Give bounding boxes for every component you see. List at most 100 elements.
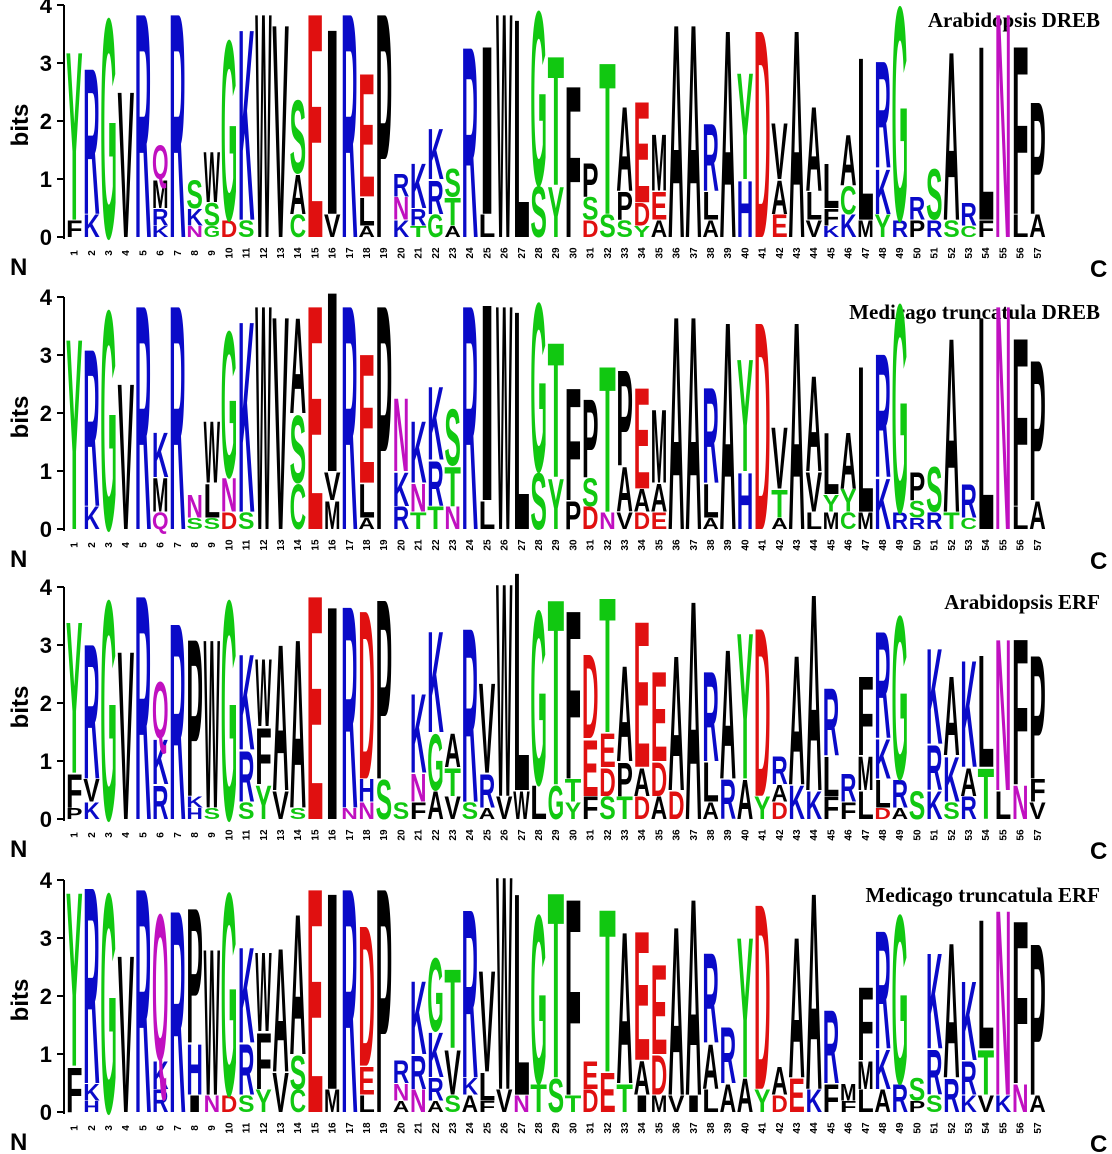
residue-glyph: L: [995, 784, 1012, 829]
position-number: 38: [706, 539, 717, 551]
y-tick-label: 4: [40, 868, 53, 893]
y-tick-label: 3: [40, 926, 52, 951]
position-number: 53: [964, 247, 975, 259]
logo-column: YFW 12: [255, 639, 272, 841]
residue-glyph: R: [892, 215, 909, 242]
logo-column: E15: [307, 529, 324, 889]
residue-glyph: T: [599, 861, 616, 1122]
residue-glyph: K: [152, 223, 169, 241]
position-number: 13: [276, 829, 287, 841]
residue-glyph: K: [186, 204, 203, 231]
position-number: 12: [259, 1122, 270, 1134]
residue-glyph: Y: [754, 791, 771, 827]
residue-glyph: K: [874, 156, 891, 228]
position-number: 2: [87, 250, 98, 256]
residue-glyph: P: [1029, 319, 1046, 544]
residue-glyph: R: [393, 1054, 410, 1090]
logo-column: R5: [135, 821, 152, 1154]
residue-glyph: I: [324, 238, 341, 526]
residue-glyph: A: [358, 223, 375, 241]
position-number: 12: [259, 247, 270, 259]
residue-glyph: P: [909, 1098, 926, 1116]
residue-glyph: R: [926, 733, 943, 805]
position-number: 33: [620, 829, 631, 841]
residue-glyph: R: [702, 358, 719, 511]
residue-glyph: G: [100, 535, 117, 886]
position-number: 35: [654, 1122, 665, 1134]
residue-glyph: Y: [634, 223, 651, 241]
logo-column: R5: [135, 528, 152, 888]
residue-glyph: Y: [737, 327, 754, 506]
position-number: 44: [809, 1122, 820, 1134]
position-number: 28: [534, 247, 545, 259]
residue-glyph: D: [358, 562, 375, 831]
residue-glyph: A: [358, 515, 375, 533]
logo-column: YKR 48: [874, 30, 891, 258]
y-axis-label: bits: [7, 104, 34, 147]
residue-glyph: G: [427, 719, 444, 808]
residue-glyph: K: [806, 1083, 823, 1119]
position-number: 42: [775, 247, 786, 259]
residue-glyph: A: [290, 164, 307, 227]
position-number: 43: [792, 829, 803, 841]
logo-column: G3: [100, 245, 117, 596]
residue-glyph: K: [427, 114, 444, 195]
position-number: 18: [362, 247, 373, 259]
position-number: 40: [740, 829, 751, 841]
residue-glyph: L: [978, 882, 995, 1089]
position-number: 45: [826, 247, 837, 259]
residue-glyph: E: [582, 1054, 599, 1099]
residue-glyph: K: [926, 924, 943, 1077]
position-number: 21: [414, 247, 425, 259]
logo-column: P19: [376, 0, 393, 306]
residue-glyph: N: [341, 805, 358, 823]
logo-column: FNK 21: [410, 671, 427, 840]
y-tick-label: 0: [40, 517, 52, 542]
residue-glyph: M: [857, 215, 874, 242]
position-number: 18: [362, 829, 373, 841]
logo-column: GSW 9: [204, 138, 221, 256]
residue-glyph: S: [943, 798, 960, 825]
position-number: 33: [620, 247, 631, 259]
residue-glyph: R: [771, 747, 788, 793]
residue-glyph: W: [204, 906, 220, 1140]
residue-glyph: K: [874, 729, 891, 792]
logo-column: A39: [720, 0, 737, 300]
residue-glyph: M: [651, 119, 668, 208]
residue-glyph: F: [1012, 872, 1029, 1133]
residue-glyph: F: [565, 841, 582, 1154]
residue-glyph: S: [909, 497, 926, 524]
logo-column: FY1: [66, 3, 83, 272]
residue-glyph: R: [462, 0, 479, 296]
logo-column: A43: [788, 260, 805, 593]
position-number: 52: [947, 1122, 958, 1134]
residue-glyph: D: [582, 500, 599, 536]
position-number: 41: [758, 539, 769, 551]
logo-column: MDE 35: [651, 937, 668, 1133]
logo-column: LAR 38: [702, 925, 719, 1133]
position-number: 30: [568, 539, 579, 551]
residue-glyph: S: [926, 1091, 943, 1118]
logo-column: RSP 50: [909, 465, 926, 551]
residue-glyph: L: [479, 1065, 496, 1110]
logo-column: KNR 20: [393, 168, 410, 259]
residue-glyph: E: [582, 723, 599, 814]
residue-glyph: R: [410, 1047, 427, 1101]
position-number: 24: [465, 247, 476, 259]
position-number: 9: [207, 832, 218, 838]
residue-glyph: Y: [840, 484, 857, 520]
residue-glyph: V: [272, 784, 289, 829]
residue-glyph: R: [702, 103, 719, 212]
residue-glyph: D: [771, 797, 788, 824]
residue-glyph: A: [840, 120, 857, 201]
